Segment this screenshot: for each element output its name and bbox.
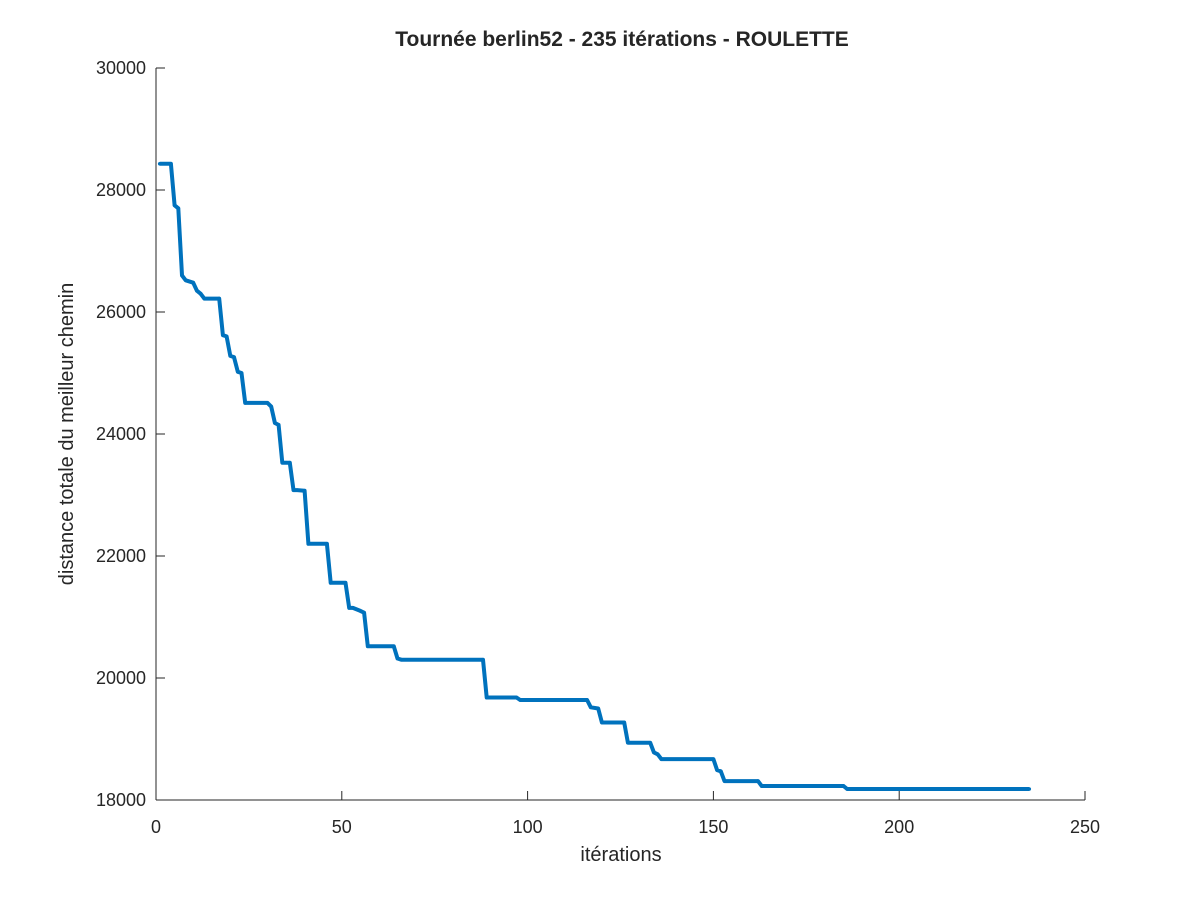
data-point: [362, 610, 366, 615]
data-point: [715, 768, 719, 772]
data-point: [243, 401, 247, 405]
data-point: [217, 296, 221, 301]
x-tick-label: 100: [513, 817, 543, 837]
data-point: [711, 757, 716, 761]
data-point: [484, 695, 489, 700]
data-point: [756, 779, 760, 783]
data-point: [659, 757, 664, 761]
y-tick-label: 24000: [96, 424, 146, 444]
x-tick-label: 250: [1070, 817, 1100, 837]
x-axis-label: itérations: [580, 844, 661, 866]
data-point: [722, 779, 727, 783]
data-point: [284, 460, 288, 465]
x-tick-label: 0: [151, 817, 161, 837]
data-point: [626, 740, 630, 745]
tick-labels: 0 50 100 150 200 250 18000 20000 22000 24000 26000…: [96, 58, 1100, 837]
data-point: [195, 288, 199, 293]
data-point: [287, 460, 292, 465]
y-tick-label: 28000: [96, 180, 146, 200]
data-point: [172, 203, 177, 208]
data-point: [180, 273, 184, 278]
data-point: [265, 401, 270, 405]
data-point: [302, 488, 307, 493]
data-point: [276, 423, 281, 427]
data-point: [169, 161, 173, 166]
y-tick-label: 30000: [96, 58, 146, 78]
data-point: [395, 656, 400, 661]
data-point: [198, 291, 203, 296]
data-point: [224, 334, 229, 339]
data-point: [588, 705, 593, 710]
data-point: [600, 720, 604, 725]
data-point: [228, 354, 233, 358]
data-point: [280, 460, 285, 465]
data-point: [325, 542, 329, 546]
data-point: [499, 695, 504, 700]
data-point: [358, 609, 363, 613]
data-point: [328, 581, 333, 585]
data-point: [845, 787, 849, 791]
data-point: [183, 278, 188, 283]
data-point: [585, 698, 589, 702]
y-tick-label: 18000: [96, 790, 146, 810]
data-point: [1027, 787, 1032, 791]
data-point: [239, 371, 244, 375]
data-point: [518, 698, 522, 702]
data-point: [655, 752, 660, 757]
data-point: [481, 657, 485, 662]
data-point: [343, 581, 348, 585]
y-axis-label: distance totale du meilleur chemin: [56, 283, 78, 585]
data-point: [652, 750, 656, 755]
data-point: [306, 542, 311, 546]
x-tick-label: 200: [884, 817, 914, 837]
data-point: [273, 421, 277, 425]
data-point: [291, 488, 296, 492]
data-point: [392, 644, 396, 649]
y-tick-label: 22000: [96, 546, 146, 566]
data-point: [719, 769, 723, 774]
data-point: [157, 161, 162, 166]
data-point: [648, 740, 653, 745]
axes: [155, 68, 1085, 801]
chart-title: Tournée berlin52 - 235 itérations - ROUL…: [395, 28, 849, 51]
data-point: [221, 333, 225, 337]
series-points: [157, 161, 1032, 791]
series-line: [159, 161, 1030, 791]
series-layer: [157, 161, 1032, 791]
data-point: [232, 355, 236, 359]
data-point: [622, 720, 627, 725]
y-tick-label: 26000: [96, 302, 146, 322]
y-tick-label: 20000: [96, 668, 146, 688]
data-point: [399, 657, 404, 662]
data-point: [369, 644, 374, 649]
data-point: [176, 206, 181, 211]
data-point: [235, 369, 240, 374]
data-point: [269, 404, 273, 409]
data-point: [351, 606, 355, 610]
data-point: [759, 784, 764, 788]
data-point: [514, 695, 519, 700]
x-tick-label: 50: [332, 817, 352, 837]
data-point: [347, 606, 352, 610]
x-tick-label: 150: [698, 817, 728, 837]
data-point: [841, 784, 846, 788]
data-point: [596, 706, 601, 711]
data-point: [191, 280, 195, 285]
data-point: [202, 296, 207, 301]
data-point: [295, 488, 300, 492]
data-point: [366, 644, 370, 649]
